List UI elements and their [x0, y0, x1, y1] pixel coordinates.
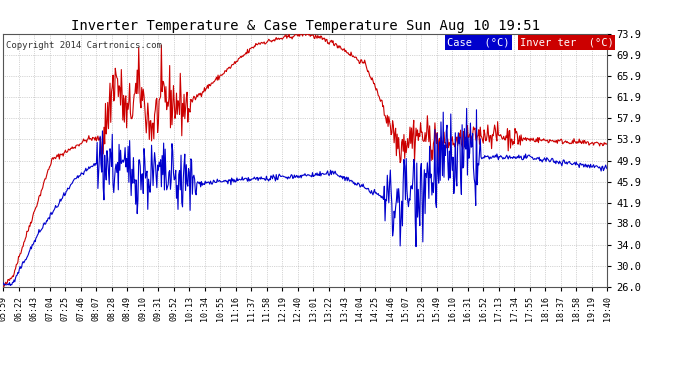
Title: Inverter Temperature & Case Temperature Sun Aug 10 19:51: Inverter Temperature & Case Temperature …	[71, 19, 540, 33]
Text: Copyright 2014 Cartronics.com: Copyright 2014 Cartronics.com	[6, 41, 162, 50]
Text: Inver ter  (°C): Inver ter (°C)	[520, 38, 613, 48]
Text: Case  (°C): Case (°C)	[447, 38, 510, 48]
